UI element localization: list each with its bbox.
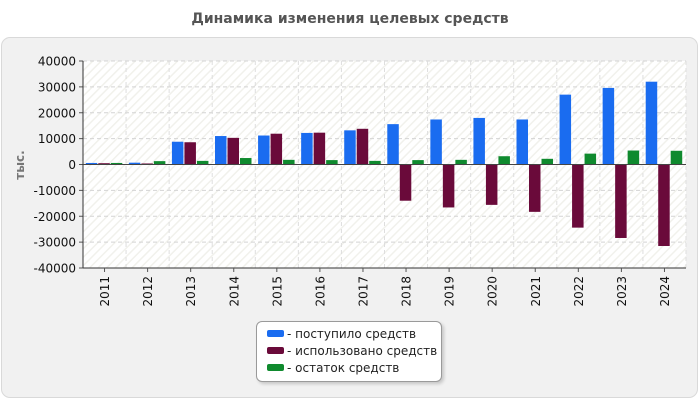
x-tick-label: 2020 xyxy=(486,276,500,307)
bar-balance xyxy=(153,161,166,165)
legend-label-balance: - остаток средств xyxy=(287,360,400,375)
bar-used xyxy=(270,133,283,165)
axes: 40000 30000 20000 10000 0 -10000 -20000 -30000 -… xyxy=(33,55,686,307)
bar-used xyxy=(399,164,412,201)
y-axis-label: тыс. xyxy=(13,150,27,179)
legend-swatch-used xyxy=(267,347,284,354)
bar-received xyxy=(171,141,184,165)
bar-balance xyxy=(627,150,640,165)
bar-used xyxy=(356,128,369,165)
x-tick-label: 2022 xyxy=(572,276,586,307)
bar-balance xyxy=(196,160,209,165)
bar-used xyxy=(227,137,239,165)
x-tick-label: 2012 xyxy=(141,276,155,307)
y-tick-label: -20000 xyxy=(33,210,76,224)
bar-used xyxy=(184,142,196,165)
bar-balance xyxy=(110,162,123,165)
bar-received xyxy=(602,87,615,165)
bar-received xyxy=(215,136,227,165)
legend-swatch-balance xyxy=(267,364,284,371)
bar-used xyxy=(615,164,627,238)
x-tick-label: 2014 xyxy=(227,276,241,307)
bars xyxy=(85,81,683,247)
bar-balance xyxy=(326,160,338,165)
x-tick-label: 2011 xyxy=(98,276,112,307)
x-tick-label: 2015 xyxy=(270,276,284,307)
bar-used xyxy=(529,164,541,212)
x-tick-label: 2013 xyxy=(184,276,198,307)
x-tick-label: 2018 xyxy=(400,276,414,307)
bar-used xyxy=(485,164,498,205)
y-tick-label: -10000 xyxy=(33,184,76,198)
x-tick-label: 2016 xyxy=(313,276,327,307)
bar-used xyxy=(141,163,153,165)
y-tick-label: 10000 xyxy=(38,132,76,146)
bar-received xyxy=(258,135,270,165)
y-tick-label: 30000 xyxy=(38,80,76,94)
bar-received xyxy=(516,119,528,165)
bar-used xyxy=(313,132,326,165)
x-tick-label: 2017 xyxy=(356,276,370,307)
legend-label-received: - поступило средств xyxy=(287,326,417,341)
bar-used xyxy=(572,164,584,228)
bar-received xyxy=(430,119,442,165)
y-tick-label: 40000 xyxy=(38,55,76,69)
bar-used xyxy=(658,164,670,247)
bar-used xyxy=(442,164,455,208)
y-tick-label: -40000 xyxy=(33,262,76,276)
legend-item-received: - поступило средств xyxy=(267,325,441,342)
bar-received xyxy=(344,130,356,165)
legend-item-balance: - остаток средств xyxy=(267,359,441,376)
legend-label-used: - использовано средств xyxy=(287,343,438,358)
x-tick-label: 2019 xyxy=(443,276,457,307)
bar-received xyxy=(128,162,141,165)
bar-balance xyxy=(670,150,683,165)
legend-item-used: - использовано средств xyxy=(267,342,441,359)
legend-swatch-received xyxy=(267,330,284,337)
bar-balance xyxy=(584,153,597,165)
bar-balance xyxy=(541,158,553,165)
bar-received xyxy=(301,132,313,165)
bar-balance xyxy=(412,160,424,165)
chart-title: Динамика изменения целевых средств xyxy=(191,11,509,27)
y-tick-label: 0 xyxy=(68,158,76,172)
y-tick-label: 20000 xyxy=(38,106,76,120)
x-tick-label: 2021 xyxy=(529,276,543,307)
x-tick-label: 2023 xyxy=(615,276,629,307)
bar-balance xyxy=(283,159,295,165)
bar-received xyxy=(473,117,485,165)
bar-received xyxy=(85,162,98,165)
bar-balance xyxy=(369,160,381,165)
x-tick-label: 2024 xyxy=(658,276,672,307)
bar-balance xyxy=(240,158,252,165)
bar-balance xyxy=(455,159,467,165)
bar-received xyxy=(559,94,572,165)
legend: - поступило средств - использовано средс… xyxy=(256,321,442,382)
bar-balance xyxy=(498,156,510,165)
bar-used xyxy=(98,163,110,165)
bar-received xyxy=(387,124,399,165)
y-tick-label: -30000 xyxy=(33,236,76,250)
bar-received xyxy=(645,81,658,165)
